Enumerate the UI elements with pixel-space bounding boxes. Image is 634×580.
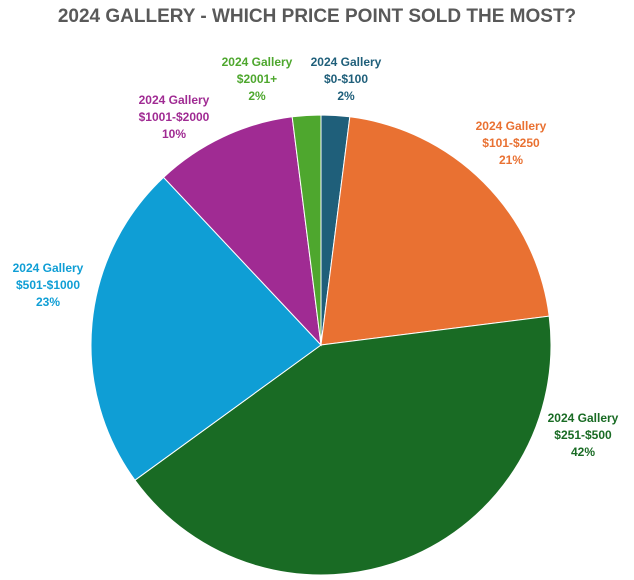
pie-slice-4 <box>162 116 322 347</box>
data-label-3: 2024 Gallery $501-$1000 23% <box>13 261 84 309</box>
pie-slice-3 <box>90 176 322 481</box>
data-label-4: 2024 Gallery $1001-$2000 10% <box>139 93 210 141</box>
pie-slice-2 <box>134 315 552 576</box>
data-label-2: 2024 Gallery $251-$500 42% <box>548 411 619 459</box>
data-label-0: 2024 Gallery $0-$100 2% <box>311 55 382 103</box>
data-label-5: 2024 Gallery $2001+ 2% <box>222 55 293 103</box>
pie-slice-1 <box>320 116 550 346</box>
chart-title: 2024 GALLERY - WHICH PRICE POINT SOLD TH… <box>57 6 577 27</box>
pie-slice-5 <box>291 114 322 346</box>
data-label-1: 2024 Gallery $101-$250 21% <box>476 119 547 167</box>
